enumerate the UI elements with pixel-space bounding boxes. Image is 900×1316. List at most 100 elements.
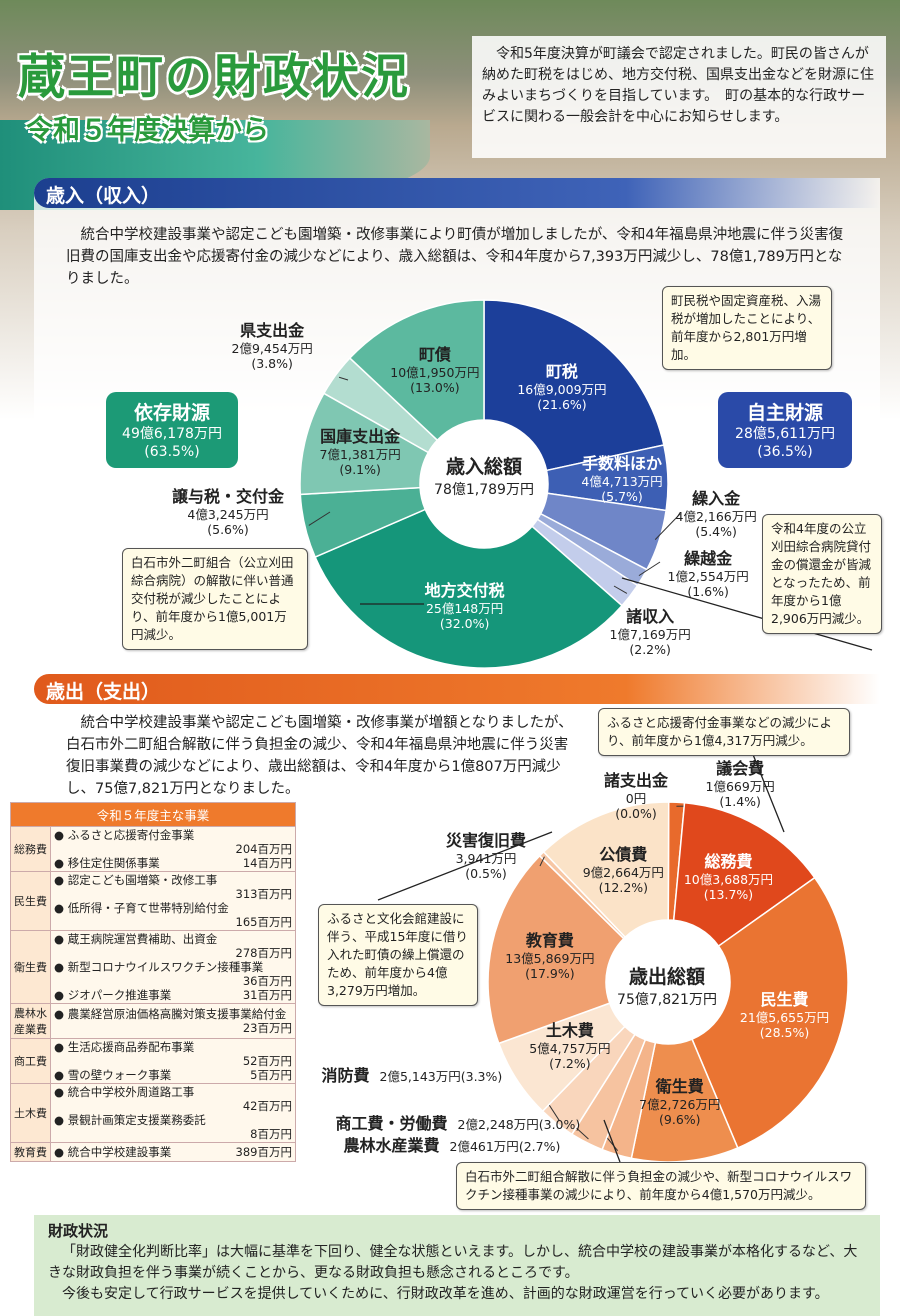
status-paragraph-1: 「財政健全化判断比率」は大幅に基準を下回り、健全な状態といえます。しかし、統合中…: [48, 1244, 858, 1281]
slice-value: 4億4,713万円: [581, 474, 663, 490]
slice-value: 4億3,245万円: [187, 507, 269, 522]
table-category: 土木費: [10, 1083, 51, 1143]
slice-name: 諸収入: [626, 607, 675, 626]
own-source-box: 自主財源 28億5,611万円 (36.5%): [718, 392, 852, 468]
table-item-name: ● 統合中学校建設事業: [54, 1145, 172, 1159]
slice-name: 町債: [418, 345, 451, 365]
slice-name: 災害復旧費: [446, 831, 527, 850]
slice-percent: (21.6%): [537, 397, 587, 413]
slice-label: 民生費 21億5,655万円 (28.5%): [740, 990, 829, 1040]
slice-percent: (3.3%): [460, 1069, 503, 1084]
revenue-text: 統合中学校建設事業や認定こども園増築・改修事業により町債が増加しましたが、令和4…: [66, 227, 844, 287]
leader-line: [654, 513, 681, 540]
callout-local-grant: 白石市外二町組合（公立刈田綜合病院）の解散に伴い普通交付税が減少したことにより、…: [122, 548, 308, 650]
slice-percent: (17.9%): [525, 966, 575, 982]
slice-value: 1億669万円: [705, 779, 775, 794]
status-paragraph-2: 今後も安定して行政サービスを提供していくために、行財政改革を進め、計画的な財政運…: [62, 1286, 829, 1302]
slice-label: 国庫支出金 7億1,381万円 (9.1%): [320, 427, 401, 477]
table-item: ● 統合中学校外周道路工事: [54, 1085, 195, 1099]
slice-value: 2億9,454万円: [231, 341, 313, 356]
page-title: 蔵王町の財政状況: [18, 50, 410, 105]
callout-arrow: [621, 577, 873, 651]
slice-name: 繰入金: [692, 489, 741, 508]
pie-slice: [314, 508, 624, 669]
table-items: ● 蔵王病院運営費補助、出資金 278百万円 ● 新型コロナウイルスワクチン接種事業…: [50, 930, 296, 1004]
table-item-amount: 23百万円: [242, 1021, 292, 1035]
table-item: ● 農業経営原油価格高騰対策支援事業給付金: [54, 1007, 287, 1021]
callout-misc-revenue: 令和4年度の公立刈田綜合病院貸付金の償還金が皆減となったため、前年度から1億2,…: [762, 514, 882, 634]
expenditure-heading: 歳出（支出）: [34, 674, 880, 704]
callout-town-tax: 町民税や固定資産税、入湯税が増加したことにより、前年度から2,801万円増加。: [662, 286, 832, 370]
table-row: 衛生費 ● 蔵王病院運営費補助、出資金 278百万円 ● 新型コロナウイルスワクチン接…: [10, 930, 296, 1004]
callout-debt-service: ふるさと文化会館建設に伴う、平成15年度に借り入れた町債の繰上償還のため、前年度…: [318, 904, 478, 1006]
slice-percent: (1.4%): [719, 794, 761, 809]
slice-label: 繰越金 1億2,554万円 (1.6%): [668, 549, 749, 599]
slice-value: 16億9,009万円: [517, 382, 607, 398]
slice-value: 7億2,726万円: [639, 1097, 721, 1113]
slice-name: 譲与税・交付金: [172, 487, 285, 506]
slice-value: 10億3,688万円: [683, 872, 774, 888]
table-item-amount: 52百万円: [242, 1054, 292, 1068]
table-item: ● 景観計画策定支援業務委託: [54, 1113, 206, 1127]
slice-percent: (32.0%): [439, 616, 490, 632]
table-category: 教育費: [10, 1142, 51, 1162]
table-item-amount: 42百万円: [242, 1099, 292, 1113]
table-item: ● 低所得・子育て世帯特別給付金: [54, 901, 229, 915]
slice-name: 手数料ほか: [582, 454, 663, 474]
dependent-source-box: 依存財源 49億6,178万円 (63.5%): [106, 392, 238, 468]
intro-text: 令和5年度決算が町議会で認定されました。町民の皆さんが納めた町税をはじめ、地方交…: [472, 36, 886, 158]
revenue-heading: 歳入（収入）: [34, 178, 880, 208]
table-item: ● 蔵王病院運営費補助、出資金: [54, 932, 218, 946]
slice-name: 消防費: [321, 1066, 370, 1085]
table-items: ● 統合中学校外周道路工事 42百万円 ● 景観計画策定支援業務委託 8百万円: [50, 1083, 296, 1143]
slice-name: 教育費: [525, 931, 574, 951]
slice-label: 衛生費 7億2,726万円 (9.6%): [639, 1077, 720, 1127]
leader-line: [338, 376, 349, 381]
table-row: 土木費 ● 統合中学校外周道路工事 42百万円 ● 景観計画策定支援業務委託 8百万円: [10, 1083, 296, 1143]
slice-value: 5億4,757万円: [529, 1040, 611, 1056]
table-row: 総務費 ● ふるさと応援寄付金事業 204百万円 ● 移住定住関係事業 14百万円: [10, 826, 296, 872]
table-item-amount: 14百万円: [242, 856, 292, 870]
slice-name: 衛生費: [655, 1077, 704, 1097]
table-items: ● ふるさと応援寄付金事業 204百万円 ● 移住定住関係事業 14百万円: [50, 826, 296, 872]
table-item-name: ● 雪の壁ウォーク事業: [54, 1068, 172, 1082]
leader-line: [613, 585, 628, 594]
revenue-center-title: 歳入総額: [445, 456, 522, 478]
slice-percent: (5.7%): [601, 489, 643, 505]
table-category: 総務費: [10, 826, 51, 872]
slice-label: 災害復旧費 3,941万円 (0.5%): [446, 831, 526, 881]
slice-value: 3,941万円: [455, 851, 517, 866]
table-items: ● 生活応援商品券配布事業 52百万円 ● 雪の壁ウォーク事業 5百万円: [50, 1038, 296, 1084]
slice-name: 農林水産業費: [343, 1136, 440, 1155]
slice-percent: (13.0%): [410, 380, 460, 396]
slice-percent: (1.6%): [687, 584, 729, 599]
slice-value: 0円: [625, 791, 647, 806]
slice-label: 公債費 9億2,664万円 (12.2%): [583, 845, 664, 895]
pie-slice: [483, 299, 665, 472]
revenue-center-label: 歳入総額 78億1,789万円: [421, 452, 547, 499]
table-item-amount: 36百万円: [242, 974, 292, 988]
slice-percent: (9.1%): [339, 462, 381, 477]
dependent-source-pct: (63.5%): [144, 444, 200, 460]
slice-label: 議会費 1億669万円 (1.4%): [706, 759, 775, 809]
slice-label: 手数料ほか 4億4,713万円 (5.7%): [581, 454, 662, 504]
slice-value: 13億5,869万円: [505, 951, 595, 967]
slice-label: 譲与税・交付金 4億3,245万円 (5.6%): [172, 487, 284, 537]
own-source-amount: 28億5,611万円: [735, 426, 835, 442]
slice-percent: (2.2%): [629, 642, 671, 657]
table-items: ● 統合中学校建設事業 389百万円: [50, 1142, 296, 1162]
slice-label: 県支出金 2億9,454万円 (3.8%): [232, 321, 313, 371]
major-projects-table: 令和５年度主な事業 総務費 ● ふるさと応援寄付金事業 204百万円 ● 移住定住関係…: [10, 802, 296, 1162]
slice-name: 町税: [545, 362, 578, 382]
slice-percent: (12.2%): [598, 879, 649, 895]
table-item: ● 雪の壁ウォーク事業 5百万円: [54, 1068, 292, 1082]
slice-label: 消防費 2億5,143万円(3.3%): [322, 1066, 503, 1086]
callout-health: 白石市外二町組合解散に伴う負担金の減少や、新型コロナウイルスワクチン接種事業の減…: [456, 1162, 866, 1210]
finance-status-box: 財政状況 「財政健全化判断比率」は大幅に基準を下回り、健全な状態といえます。しか…: [34, 1215, 880, 1316]
slice-value: 21億5,655万円: [739, 1010, 830, 1026]
slice-label: 町税 16億9,009万円 (21.6%): [517, 362, 606, 412]
status-title: 財政状況: [48, 1222, 109, 1240]
slice-value: 10億1,950万円: [390, 365, 480, 381]
table-item: ● 統合中学校建設事業 389百万円: [54, 1145, 292, 1159]
